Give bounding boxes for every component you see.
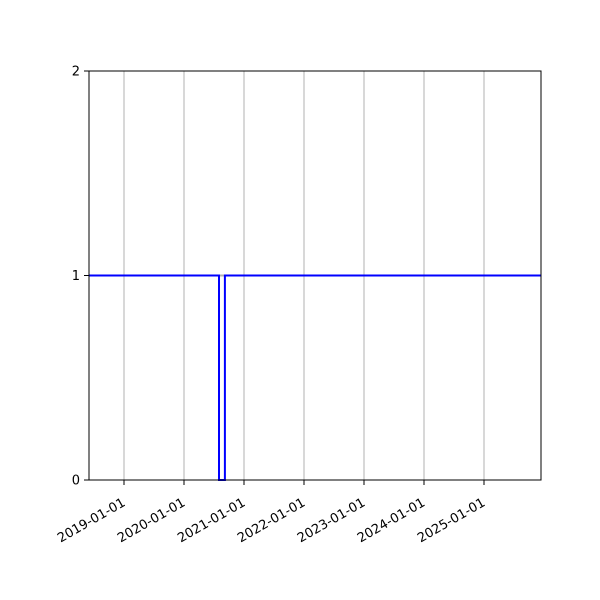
x-tick-label: 2020-01-01 — [115, 495, 188, 546]
series-line-status-step — [89, 274, 541, 481]
x-tick-label: 2025-01-01 — [415, 495, 488, 546]
x-tick-label: 2024-01-01 — [355, 495, 428, 546]
y-tick-label: 0 — [72, 474, 80, 489]
y-tick-label: 2 — [72, 65, 80, 80]
y-tick-label: 1 — [72, 269, 80, 284]
